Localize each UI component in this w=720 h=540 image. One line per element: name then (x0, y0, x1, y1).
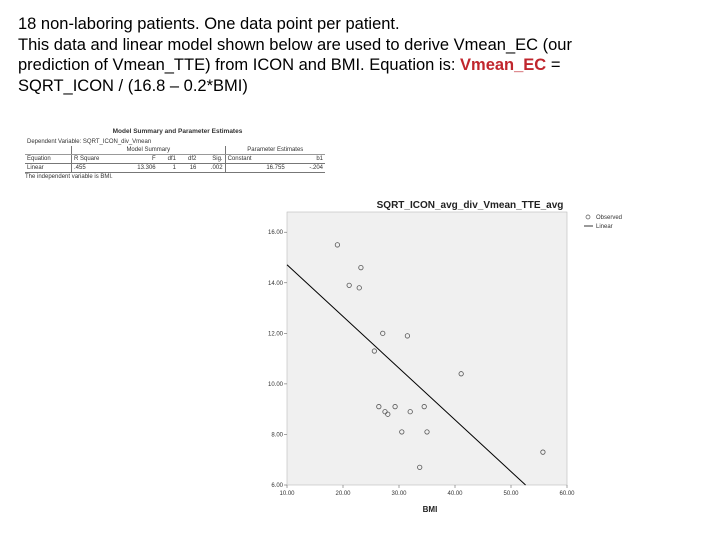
data-point (334, 242, 340, 248)
legend: Observed Linear (584, 214, 622, 230)
summary-title: Model Summary and Parameter Estimates (112, 128, 243, 135)
x-tick-label: 30.00 (391, 491, 407, 497)
column-header-row: Equation R Square F df1 df2 Sig. Constan… (25, 154, 325, 164)
data-point (371, 348, 377, 354)
data-point (421, 404, 427, 410)
data-point (404, 333, 410, 339)
cell: -.204 (286, 163, 325, 173)
y-tick-label: 6.00 (271, 483, 283, 489)
x-axis-label: BMI (423, 505, 438, 514)
data-point (399, 429, 405, 435)
data-point (392, 404, 398, 410)
cell: 16 (178, 163, 199, 173)
axes: 10.00 20.00 30.00 40.00 50.00 60.00 6.00 8.00 10… (268, 230, 575, 497)
fit-line-layer (286, 264, 526, 486)
chart-title: SQRT_ICON_avg_div_Vmean_TTE_avg (377, 200, 564, 211)
x-tick-label: 60.00 (559, 491, 575, 497)
data-point (346, 282, 352, 288)
table-row: Linear .455 13.306 1 16 .002 16.755 -.20… (25, 163, 325, 173)
cell: .002 (198, 163, 226, 173)
x-tick-label: 10.00 (279, 491, 295, 497)
y-tick-label: 12.00 (268, 331, 284, 337)
data-point (380, 330, 386, 336)
data-point (540, 449, 546, 455)
y-tick-label: 10.00 (268, 382, 284, 388)
cell: .455 (70, 163, 121, 173)
intro-line-1: 18 non-laboring patients. One data point… (18, 15, 400, 33)
data-point (385, 411, 391, 417)
intro-line-2: This data and linear model shown below a… (18, 35, 572, 54)
y-tick-label: 8.00 (271, 432, 283, 438)
cell: Linear (25, 163, 72, 173)
col-header: Constant (224, 154, 287, 164)
data-point (458, 371, 464, 377)
x-tick-label: 50.00 (503, 491, 519, 497)
group-model-summary: Model Summary (71, 146, 226, 155)
summary-grid: Dependent Variable: SQRT_ICON_div_Vmean … (25, 138, 325, 173)
vmean-ec-highlight: Vmean_EC (460, 56, 547, 74)
col-header: Sig. (198, 154, 226, 164)
col-header: R Square (70, 154, 121, 164)
col-header: Equation (25, 154, 72, 164)
data-point (376, 404, 382, 410)
group-parameter-estimates: Parameter Estimates (224, 146, 325, 155)
group-header-row: Model Summary Parameter Estimates (25, 146, 325, 155)
intro-line-3-end: = (546, 56, 561, 74)
data-point (358, 265, 364, 271)
legend-observed-label: Observed (596, 215, 622, 221)
y-tick-label: 14.00 (268, 281, 284, 287)
linear-fit-line (286, 264, 526, 486)
cell: 13.306 (120, 163, 158, 173)
dep-var-label: Dependent Variable: SQRT_ICON_div_Vmean (27, 138, 152, 145)
data-point (356, 285, 362, 291)
intro-line-3-start: prediction of Vmean_TTE) from ICON and B… (18, 56, 461, 74)
x-tick-label: 20.00 (335, 491, 351, 497)
data-point (424, 429, 430, 435)
intro-text: 18 non-laboring patients. One data point… (18, 14, 708, 96)
cell: 16.755 (224, 163, 287, 173)
y-tick-label: 16.00 (268, 230, 284, 236)
intro-line-4: SQRT_ICON / (16.8 – 0.2*BMI) (18, 76, 248, 95)
intro-line-3: prediction of Vmean_TTE) from ICON and B… (18, 55, 708, 76)
data-point (417, 464, 423, 470)
dep-var-row: Dependent Variable: SQRT_ICON_div_Vmean (25, 138, 325, 146)
col-header: F (120, 154, 158, 164)
cell: 1 (157, 163, 179, 173)
summary-footnote: The independent variable is BMI. (25, 174, 113, 180)
col-header: df2 (178, 154, 199, 164)
col-header: df1 (157, 154, 179, 164)
plot-area (286, 211, 568, 486)
model-summary-table: Model Summary and Parameter Estimates De… (25, 128, 330, 181)
points-layer (334, 242, 546, 470)
legend-linear-label: Linear (596, 224, 613, 230)
x-tick-label: 40.00 (447, 491, 463, 497)
col-header: b1 (286, 154, 325, 164)
data-point (407, 409, 413, 415)
legend-observed-marker (585, 214, 591, 220)
